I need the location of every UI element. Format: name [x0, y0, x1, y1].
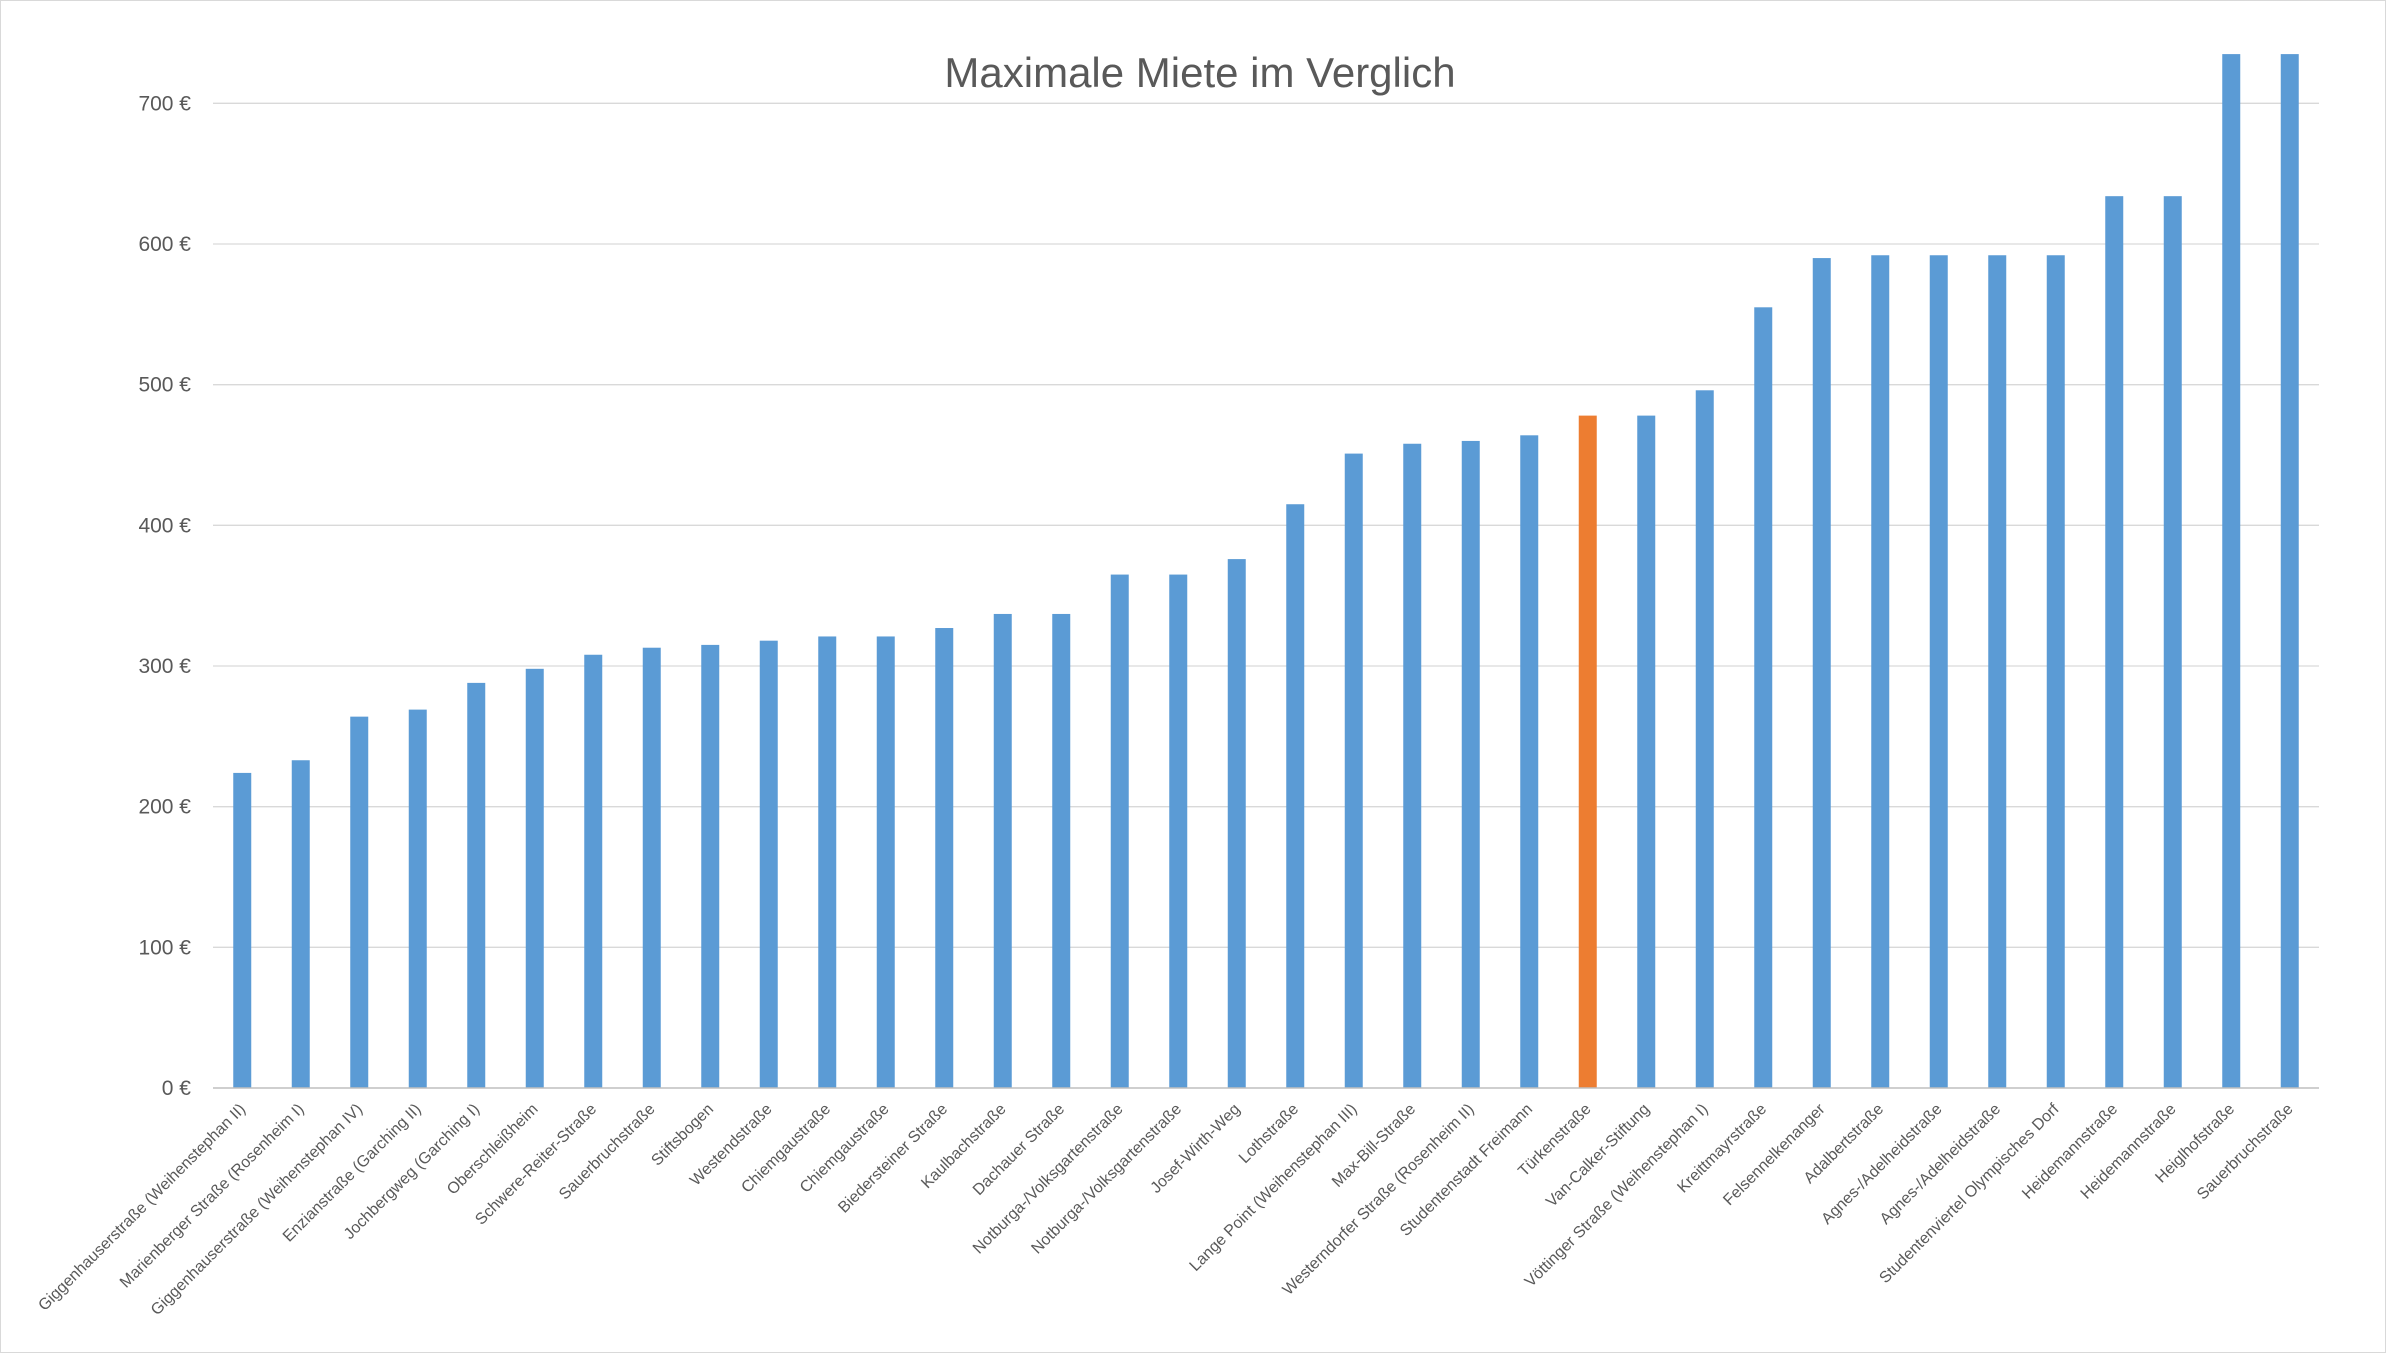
- bar: [350, 716, 369, 1088]
- bar: [876, 636, 895, 1088]
- bar: [2163, 196, 2182, 1088]
- bar: [233, 772, 252, 1088]
- bar: [1403, 443, 1422, 1088]
- bar: [1637, 415, 1656, 1088]
- y-tick-label: 700 €: [138, 92, 191, 115]
- y-tick-label: 600 €: [138, 233, 191, 256]
- y-tick-label: 500 €: [138, 374, 191, 397]
- bars: [233, 54, 2299, 1089]
- bar: [467, 682, 486, 1088]
- y-axis-tick-labels: 0 € 100 € 200 € 300 € 400 € 500 € 600 € 700 €: [138, 92, 191, 1100]
- y-tick-label: 400 €: [138, 514, 191, 537]
- bar-highlighted: [1578, 415, 1597, 1088]
- y-tick-label: 0 €: [162, 1077, 192, 1100]
- bar: [2222, 54, 2241, 1089]
- x-axis-tick-labels: Giggenhauserstraße (Weihenstephan II)Mar…: [35, 1100, 2296, 1319]
- bar: [1344, 453, 1363, 1088]
- bar: [759, 640, 778, 1088]
- bar: [1227, 559, 1246, 1088]
- bar: [642, 647, 661, 1088]
- bar: [1929, 255, 1948, 1089]
- bar: [1052, 613, 1071, 1088]
- bar: [408, 709, 427, 1088]
- bar: [1110, 574, 1129, 1088]
- bar: [1871, 255, 1890, 1089]
- bar: [1520, 435, 1539, 1089]
- bar: [2105, 196, 2124, 1088]
- chart-title: Maximale Miete im Verglich: [944, 49, 1455, 96]
- bar: [584, 654, 603, 1088]
- y-tick-label: 100 €: [138, 936, 191, 959]
- bar: [1754, 307, 1773, 1088]
- bar: [1169, 574, 1188, 1088]
- bar: [1812, 258, 1831, 1089]
- y-tick-label: 200 €: [138, 796, 191, 819]
- x-tick-label: Giggenhauserstraße (Weihenstephan II): [35, 1101, 249, 1315]
- x-tick-label: Agnes-/Adelheidstraße: [1818, 1101, 1945, 1228]
- gridlines: [213, 102, 2319, 948]
- x-tick-label: Agnes-/Adelheidstraße: [1877, 1101, 2004, 1228]
- bar: [2280, 54, 2299, 1089]
- x-tick-label: Biedersteiner Straße: [835, 1101, 951, 1217]
- x-tick-label: Schwere-Reiter-Straße: [472, 1101, 600, 1229]
- y-tick-label: 300 €: [138, 655, 191, 678]
- bar: [291, 760, 310, 1088]
- bar: [2046, 255, 2065, 1089]
- x-tick-label: Van-Calker-Stiftung: [1543, 1101, 1653, 1211]
- bar: [993, 613, 1012, 1088]
- x-tick-label: Felsennelkenanger: [1720, 1100, 1829, 1209]
- bar: [1461, 440, 1480, 1088]
- bar: [1695, 390, 1714, 1088]
- bar: [1286, 504, 1305, 1088]
- x-tick-label: Giggenhauserstraße (Weihenstephan IV): [148, 1101, 366, 1319]
- bar: [701, 644, 720, 1088]
- bar: [935, 628, 954, 1088]
- bar: [1988, 255, 2007, 1089]
- bar: [818, 636, 837, 1088]
- bar: [525, 668, 544, 1088]
